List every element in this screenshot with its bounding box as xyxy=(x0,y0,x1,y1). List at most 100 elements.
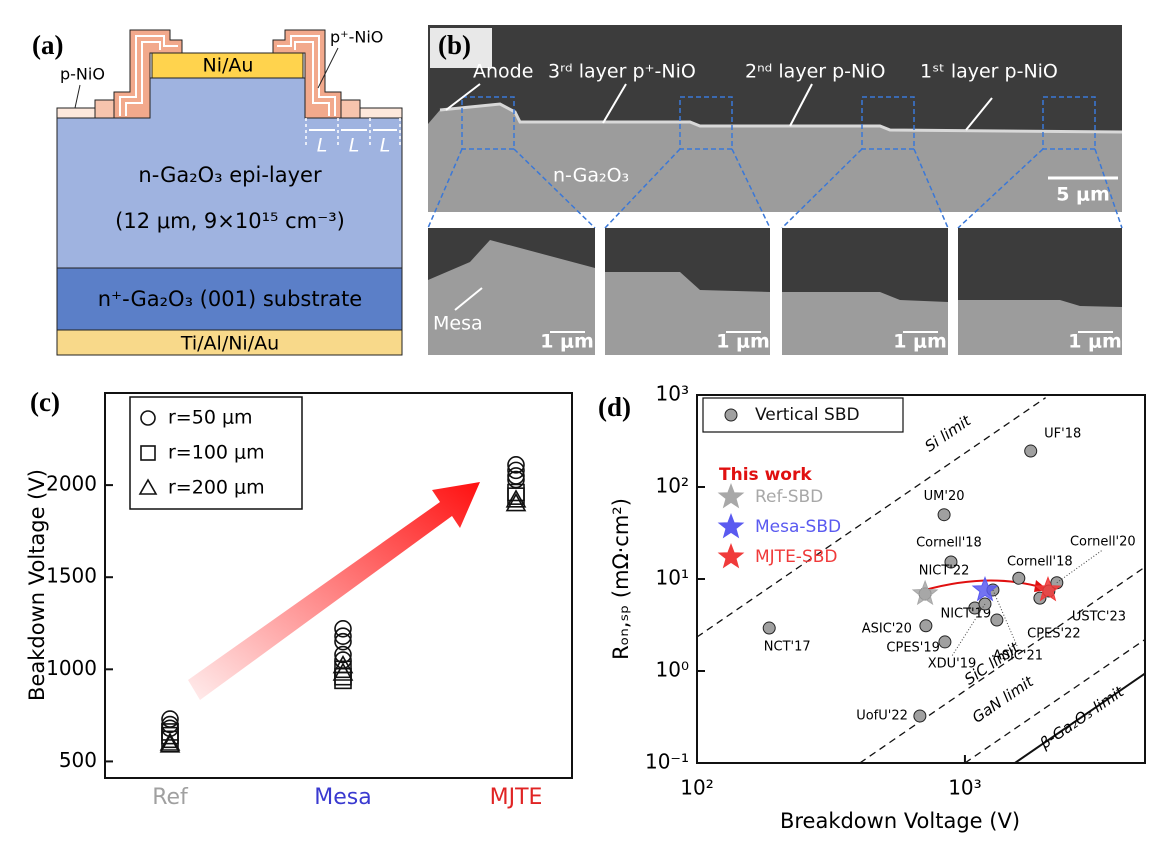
marker xyxy=(507,461,525,480)
annotation-arrows xyxy=(445,83,993,131)
limit-label: β-Ga₂O₃ limit xyxy=(1036,682,1128,753)
leader xyxy=(317,47,339,89)
point-label: NCT'17 xyxy=(764,640,811,655)
sem-inset-substrate xyxy=(958,300,1122,355)
contact-label: Ni/Au xyxy=(203,55,254,77)
point-label: UF'18 xyxy=(1044,427,1081,442)
leader-line xyxy=(951,603,986,657)
label-backing xyxy=(430,28,492,68)
legend-label: Ref-SBD xyxy=(755,487,823,507)
legend-marker xyxy=(724,408,738,422)
point-label: ASIC'20 xyxy=(862,621,912,636)
annotation-arrow xyxy=(454,287,483,311)
point-label: Cornell'18 xyxy=(916,536,982,551)
marker xyxy=(1012,571,1026,585)
layer-boundary xyxy=(277,35,336,116)
panel-label: (d) xyxy=(598,392,631,422)
limit-line xyxy=(859,566,1145,763)
point-label: NICT'19 xyxy=(940,606,991,621)
panel-label: (c) xyxy=(30,387,60,417)
limit-lines xyxy=(697,397,1145,763)
marker xyxy=(762,621,776,635)
layer-boundary xyxy=(125,41,161,116)
legend-label: r=200 μm xyxy=(168,477,265,499)
marker xyxy=(334,627,352,645)
y-tick-label: 1000 xyxy=(46,656,97,680)
legend-label: Mesa-SBD xyxy=(755,517,841,537)
scale-label: 1 μm xyxy=(893,331,947,353)
scale-label: 1 μm xyxy=(1068,331,1122,353)
sem-inset-substrate xyxy=(605,272,770,355)
plot-frame xyxy=(696,394,1146,764)
annotation: 1ˢᵗ layer p-NiO xyxy=(920,61,1058,83)
point-label: Cornell'20 xyxy=(1070,534,1136,549)
layer-label: p-NiO xyxy=(60,65,105,84)
marker xyxy=(505,489,527,508)
marker xyxy=(937,508,951,522)
legend-marker xyxy=(717,512,745,539)
annotation: Mesa xyxy=(433,313,483,335)
zoom-boxes xyxy=(427,96,1123,229)
marker xyxy=(919,619,933,633)
top-contact xyxy=(151,52,304,79)
contact-label: Ti/Al/Ni/Au xyxy=(180,333,279,355)
layer-boundary xyxy=(294,41,330,116)
marker xyxy=(1024,444,1038,458)
leader-line xyxy=(1056,549,1104,584)
marker xyxy=(332,654,354,674)
y-tick-label: 10¹ xyxy=(656,566,689,590)
legend-marker xyxy=(717,542,745,569)
marker xyxy=(334,619,352,638)
annotation: Anode xyxy=(473,61,533,83)
marker xyxy=(938,635,952,649)
y-tick-label: 10⁰ xyxy=(656,658,689,682)
x-tick-label: 10² xyxy=(680,776,713,800)
legend-marker xyxy=(138,478,158,495)
improvement-arrow xyxy=(924,579,1045,591)
legend-marker xyxy=(140,410,156,426)
nio-layer xyxy=(354,107,403,119)
layer-label: n⁺-Ga₂O₃ (001) substrate xyxy=(98,287,362,311)
x-tick-label: Mesa xyxy=(314,785,371,810)
y-tick-label: 10⁻¹ xyxy=(645,750,689,774)
leader xyxy=(74,84,81,109)
point-label: ASIC'21 xyxy=(993,648,1043,663)
layer-label: n-Ga₂O₃ epi-layer xyxy=(138,163,322,187)
marker xyxy=(332,662,354,681)
legend-box xyxy=(702,397,904,433)
x-tick-label: MJTE xyxy=(490,785,543,810)
marker xyxy=(913,709,927,723)
sem-film xyxy=(439,102,1123,134)
point-label: NICT'22 xyxy=(919,563,970,578)
legend-marker xyxy=(717,482,745,509)
marker xyxy=(990,613,1004,627)
plot-frame xyxy=(104,392,573,779)
spacing-label: L xyxy=(317,135,328,157)
spacing-label: L xyxy=(380,135,391,157)
sem-inset-substrate xyxy=(428,240,595,355)
legend-box xyxy=(129,396,303,510)
marker xyxy=(1034,575,1062,602)
substrate-label: n-Ga₂O₃ xyxy=(553,165,629,187)
legend-label: Vertical SBD xyxy=(755,405,860,425)
limit-label: Si limit xyxy=(921,411,975,456)
marker xyxy=(507,456,525,474)
panel-b: (b) Anode 3ʳᵈ layer p⁺-NiO 2ⁿᵈ layer p-N… xyxy=(427,25,1123,355)
point-label: Cornell'18 xyxy=(1007,555,1073,570)
x-tick-label: Ref xyxy=(152,785,189,810)
marker xyxy=(159,732,181,751)
legend-label: r=100 μm xyxy=(168,442,265,464)
y-tick-label: 2000 xyxy=(46,472,97,496)
marker xyxy=(944,555,958,569)
legend-marker xyxy=(140,445,156,461)
y-tick-label: 1500 xyxy=(46,564,97,588)
point-label: UM'20 xyxy=(924,489,965,504)
bottom-contact xyxy=(56,329,403,356)
scale-label: 5 μm xyxy=(1056,184,1110,206)
x-tick-label: 10³ xyxy=(948,776,981,800)
y-axis-label: Beakdown Voltage (V) xyxy=(25,469,49,701)
point-label: UofU'22 xyxy=(856,709,908,724)
marker xyxy=(505,492,527,512)
y-tick-label: 500 xyxy=(59,748,97,772)
